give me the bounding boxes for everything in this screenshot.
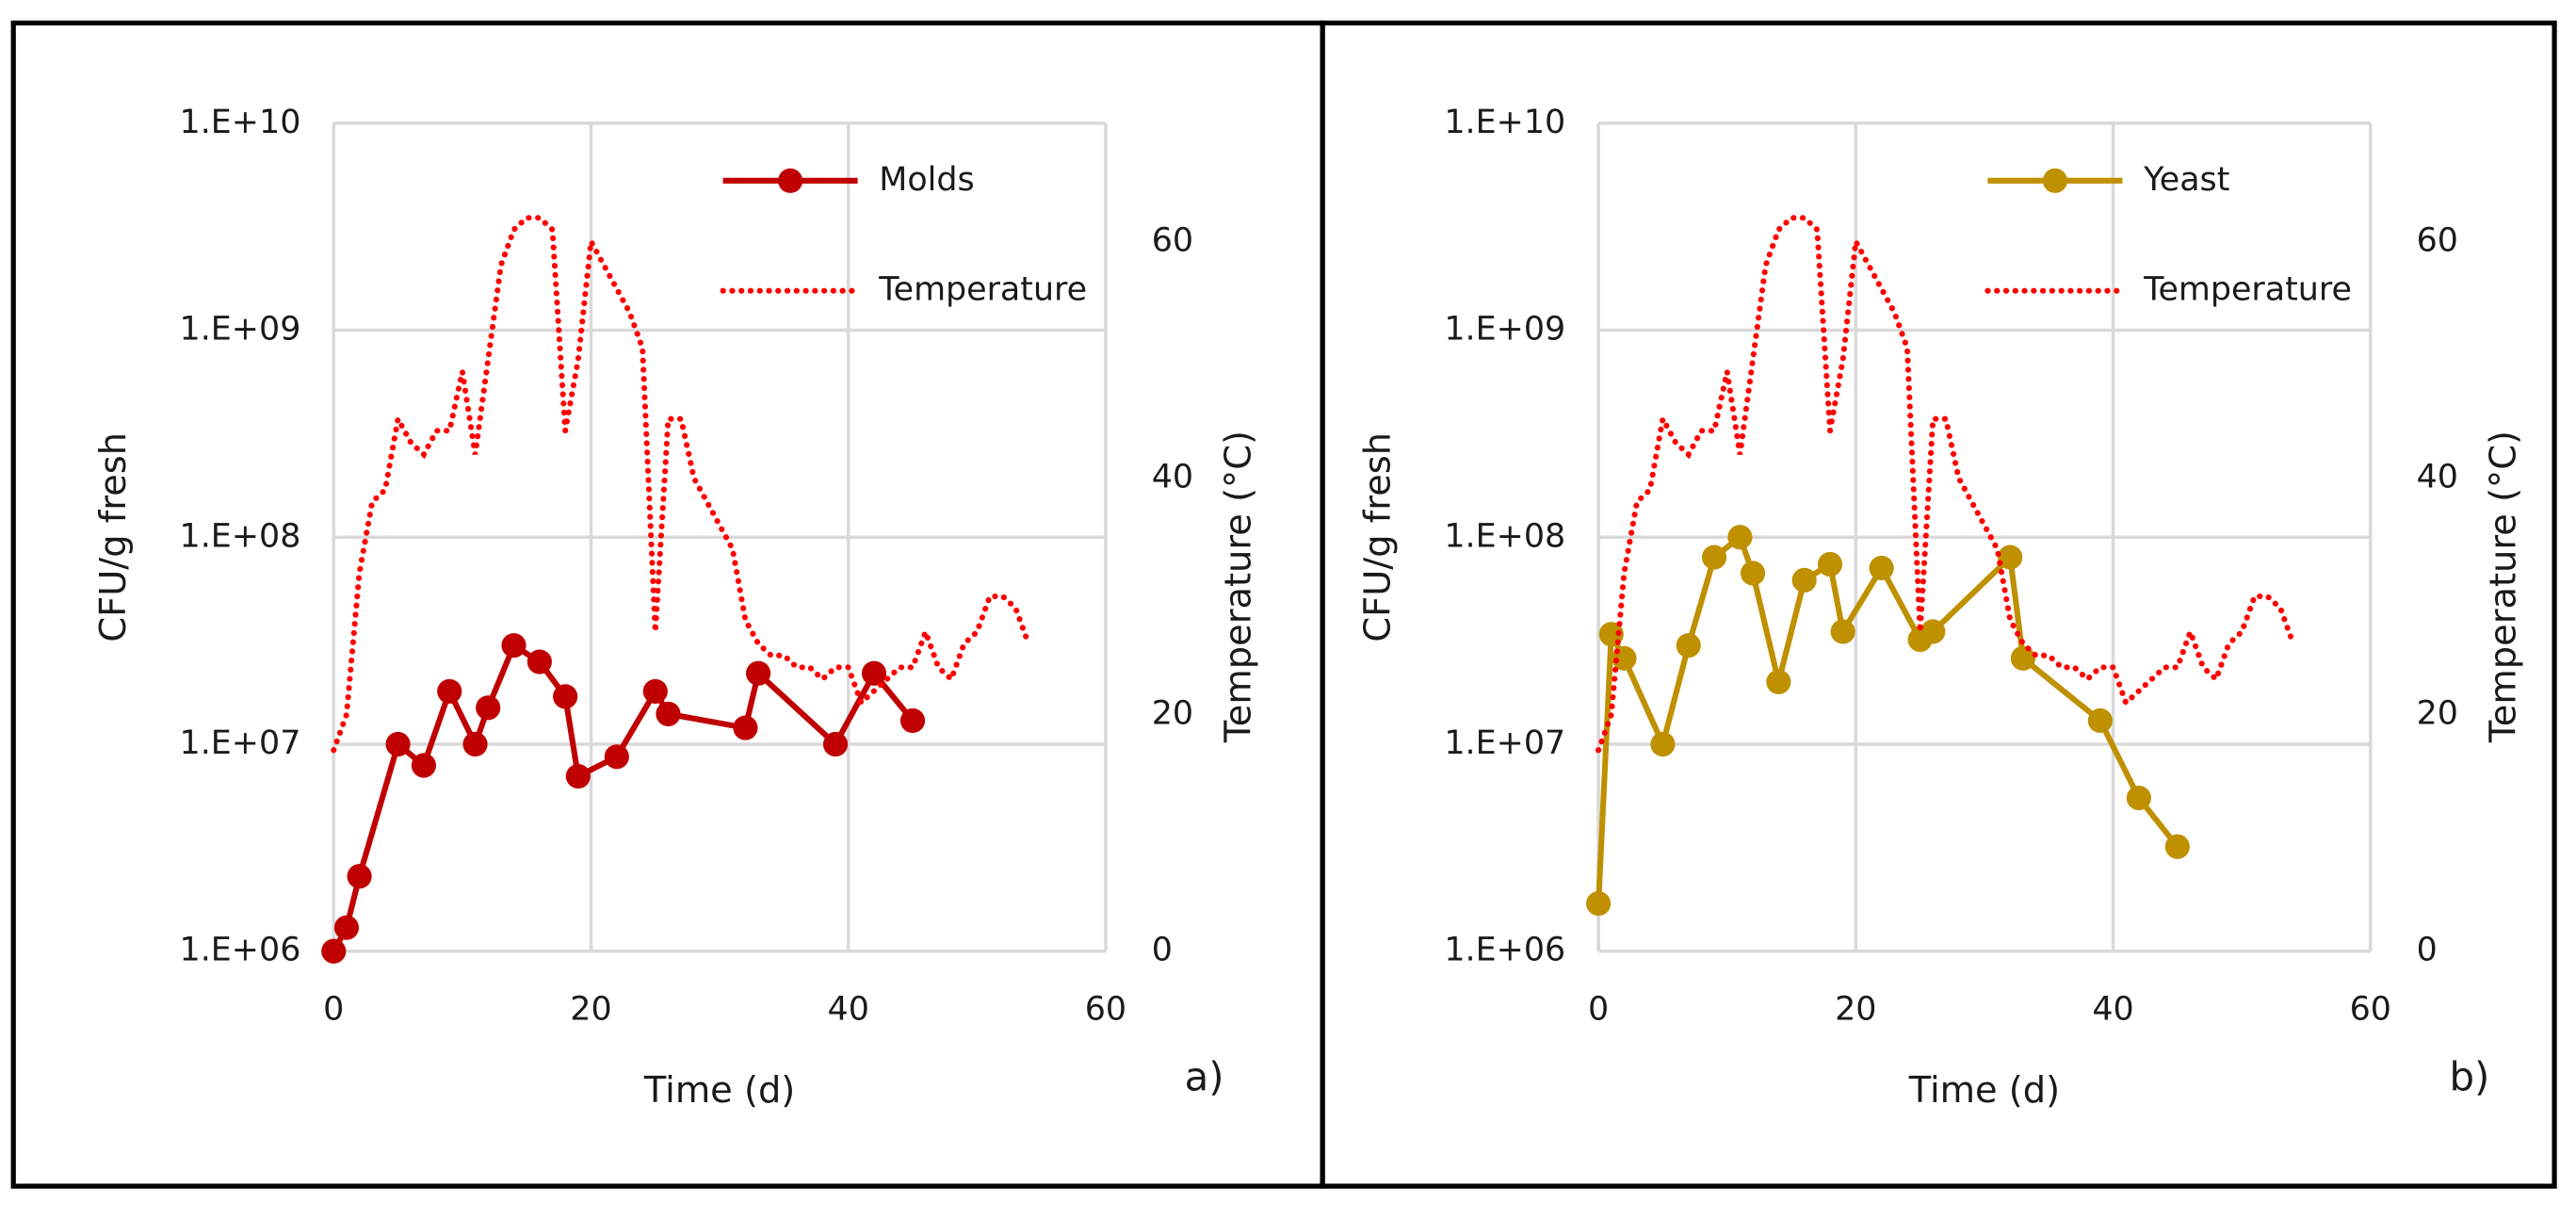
y-axis-label: CFU/g fresh	[1357, 432, 1400, 642]
data-point	[476, 695, 501, 721]
y-axis-label: CFU/g fresh	[92, 432, 135, 642]
data-point	[899, 707, 926, 734]
data-point	[333, 915, 360, 940]
y2-axis-label: Temperature (°C)	[1217, 431, 1259, 743]
y-tick-label: 1.E+10	[180, 104, 301, 141]
legend-label: Molds	[879, 161, 974, 199]
y2-axis-label: Temperature (°C)	[2482, 431, 2524, 743]
y-tick-label: 1.E+08	[180, 517, 301, 555]
data-point	[385, 731, 411, 757]
y2-tick-label: 20	[2417, 695, 2458, 733]
panel-label: a)	[1185, 1053, 1224, 1099]
y2-tick-label: 20	[1152, 695, 1193, 733]
data-point	[1701, 544, 1727, 570]
y-tick-label: 1.E+09	[180, 311, 301, 349]
data-point	[1817, 551, 1843, 577]
y2-tick-label: 40	[1152, 458, 1193, 496]
y2-tick-label: 0	[2417, 932, 2438, 969]
x-tick-label: 0	[1588, 991, 1609, 1029]
legend-label: Temperature	[2143, 271, 2352, 309]
x-axis-label: Time (d)	[643, 1069, 795, 1112]
y2-tick-label: 0	[1152, 932, 1173, 969]
y-tick-label: 1.E+07	[180, 724, 301, 762]
y-tick-label: 1.E+10	[1444, 104, 1565, 141]
data-point	[1727, 525, 1753, 550]
data-point	[411, 753, 436, 778]
y2-tick-label: 60	[2417, 221, 2458, 259]
data-point	[822, 731, 849, 757]
data-point	[1869, 555, 1894, 581]
temperature-line	[331, 215, 1032, 754]
y-tick-label: 1.E+06	[180, 932, 301, 969]
data-point	[527, 649, 552, 675]
temperature-line	[1596, 215, 2296, 754]
y2-tick-label: 60	[1152, 221, 1193, 259]
data-point	[2164, 834, 2190, 859]
data-point	[1830, 619, 1855, 644]
legend-label: Temperature	[878, 271, 1087, 309]
data-point	[1998, 544, 2023, 570]
x-tick-label: 40	[828, 991, 869, 1029]
data-point	[1920, 619, 1946, 644]
y-tick-label: 1.E+06	[1444, 932, 1565, 969]
y-tick-label: 1.E+07	[1444, 724, 1565, 762]
data-point	[321, 938, 347, 964]
x-tick-label: 20	[570, 991, 611, 1029]
data-point	[604, 744, 629, 770]
y-tick-label: 1.E+08	[1444, 517, 1565, 555]
data-point	[1586, 891, 1612, 917]
x-tick-label: 0	[323, 991, 344, 1029]
data-point	[347, 864, 372, 889]
legend-marker	[778, 168, 803, 193]
data-point	[733, 715, 758, 740]
panel-border	[1320, 20, 2557, 1189]
data-point	[1740, 561, 1766, 586]
panel-label: b)	[2449, 1053, 2489, 1099]
data-point	[2087, 707, 2113, 734]
data-point	[1791, 567, 1817, 593]
data-point	[2126, 785, 2151, 811]
data-point	[565, 763, 591, 789]
data-point	[1676, 633, 1701, 658]
series-line	[331, 642, 915, 953]
y-tick-label: 1.E+09	[1444, 311, 1565, 349]
x-axis-label: Time (d)	[1908, 1069, 2060, 1112]
data-point	[1766, 669, 1791, 694]
data-point	[642, 678, 668, 704]
x-tick-label: 40	[2092, 991, 2133, 1029]
x-tick-label: 60	[1085, 991, 1126, 1029]
data-point	[746, 660, 771, 686]
data-point	[861, 660, 887, 686]
data-point	[2010, 645, 2035, 671]
data-point	[462, 731, 488, 757]
x-tick-label: 20	[1835, 991, 1876, 1029]
data-point	[1650, 731, 1676, 757]
legend-marker	[2042, 168, 2067, 193]
data-point	[553, 684, 578, 709]
y2-tick-label: 40	[2417, 458, 2458, 496]
data-point	[656, 701, 681, 726]
x-tick-label: 60	[2350, 991, 2391, 1029]
data-point	[501, 633, 527, 658]
data-point	[437, 678, 462, 704]
legend-label: Yeast	[2143, 161, 2229, 199]
